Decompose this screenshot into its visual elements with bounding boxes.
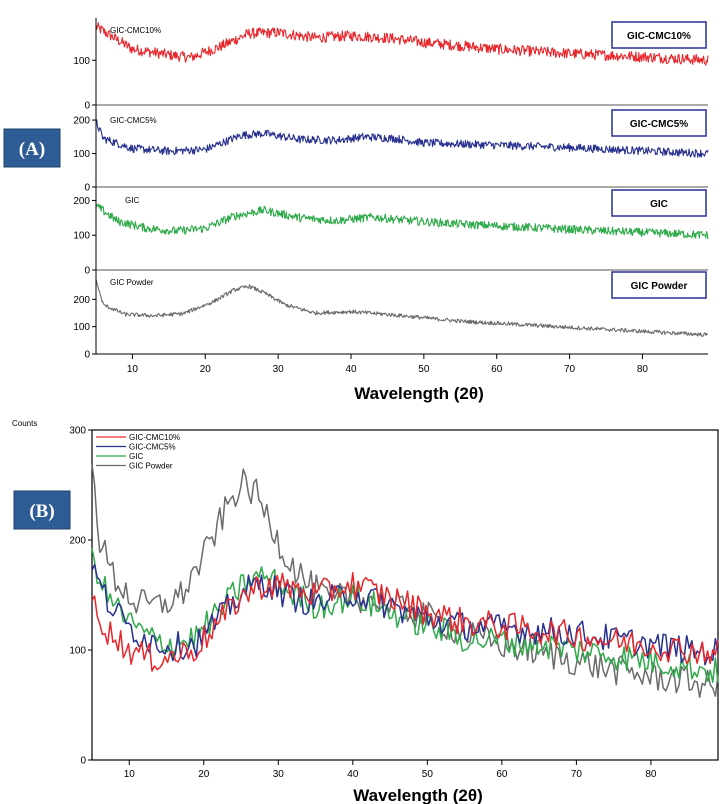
panel-a-xtick-label: 70 (564, 364, 576, 375)
panel-b-xtick-label: 60 (496, 769, 508, 780)
panel-a-xtick-label: 20 (200, 364, 212, 375)
panel-a-label: (A) (19, 139, 45, 160)
panel-a-legend-label: GIC-CMC5% (630, 119, 688, 130)
panel-a-ytick-label: 0 (84, 350, 90, 361)
panel-a-legend-label: GIC-CMC10% (627, 31, 691, 42)
panel-a-legend-box (611, 109, 707, 137)
panel-a-inline-label: GIC (125, 196, 139, 205)
panel-b-legend-label: GIC (129, 452, 143, 461)
panel-b-frame (91, 429, 719, 761)
panel-b-legend-label: GIC-CMC5% (129, 443, 176, 452)
panel-b-overlay-plot: (B) Counts 0 100 200 300 10 20 30 40 50 60 70 80 GIC-C… (12, 419, 719, 804)
series-line-gic-cmc10- (91, 572, 719, 672)
panel-a-ytick-label: 100 (73, 322, 90, 333)
series-line-gic (95, 203, 709, 240)
panel-a-legend-label: GIC (650, 199, 668, 210)
series-line-gic (91, 548, 719, 683)
panel-b-label-box (13, 490, 71, 530)
panel-a-xtick-label: 40 (345, 364, 357, 375)
panel-a-legend-box (611, 21, 707, 49)
series-line-gic-powder (91, 464, 719, 698)
panel-b-ytick-label: 300 (69, 426, 86, 437)
panel-a-ytick-label: 200 (73, 116, 90, 127)
panel-a-ytick-label: 0 (84, 266, 90, 277)
panel-a-ytick-label: 200 (73, 295, 90, 306)
panel-b-xtick-label: 40 (347, 769, 359, 780)
series-line-gic-cmc5- (95, 118, 709, 158)
panel-b-xtick-label: 70 (571, 769, 583, 780)
panel-a-ytick-label: 200 (73, 196, 90, 207)
panel-b-ytick-label: 200 (69, 536, 86, 547)
panel-b-x-axis-title: Wavelength (2θ) (353, 786, 482, 804)
series-line-gic-cmc10- (95, 22, 709, 66)
panel-b-label: (B) (29, 501, 54, 522)
panel-a-x-axis-title: Wavelength (2θ) (354, 384, 483, 403)
panel-a-ytick-label: 100 (73, 56, 90, 67)
panel-a-xtick-label: 30 (273, 364, 285, 375)
panel-a-legend-box (611, 271, 707, 299)
series-line-gic-cmc5- (91, 563, 719, 666)
panel-b-xtick-label: 10 (124, 769, 136, 780)
panel-b-legend-label: GIC Powder (129, 462, 173, 471)
panel-a-legend-box (611, 189, 707, 217)
panel-a-ytick-label: 100 (73, 231, 90, 242)
panel-a-xtick-label: 50 (418, 364, 430, 375)
panel-a-legend-label: GIC Powder (631, 281, 688, 292)
panel-b-xtick-label: 30 (273, 769, 285, 780)
panel-a-inline-label: GIC-CMC5% (110, 116, 157, 125)
panel-b-legend-label: GIC-CMC10% (129, 433, 180, 442)
panel-a-xtick-label: 80 (637, 364, 649, 375)
panel-a-label-box (3, 128, 61, 168)
panel-b-y-axis-title: Counts (12, 419, 37, 428)
panel-a-ytick-label: 100 (73, 149, 90, 160)
panel-b-xtick-label: 50 (422, 769, 434, 780)
series-line-gic-powder (95, 278, 709, 337)
panel-a-inline-label: GIC-CMC10% (110, 26, 161, 35)
panel-a-ytick-label: 0 (84, 183, 90, 194)
panel-b-ytick-label: 100 (69, 646, 86, 657)
panel-b-xtick-label: 80 (645, 769, 657, 780)
panel-a-xtick-label: 10 (127, 364, 139, 375)
panel-b-ytick-label: 0 (80, 756, 86, 767)
panel-a-ytick-label: 0 (84, 101, 90, 112)
panel-b-xtick-label: 20 (198, 769, 210, 780)
panel-a-xtick-label: 60 (491, 364, 503, 375)
panel-a-inline-label: GIC Powder (110, 278, 154, 287)
